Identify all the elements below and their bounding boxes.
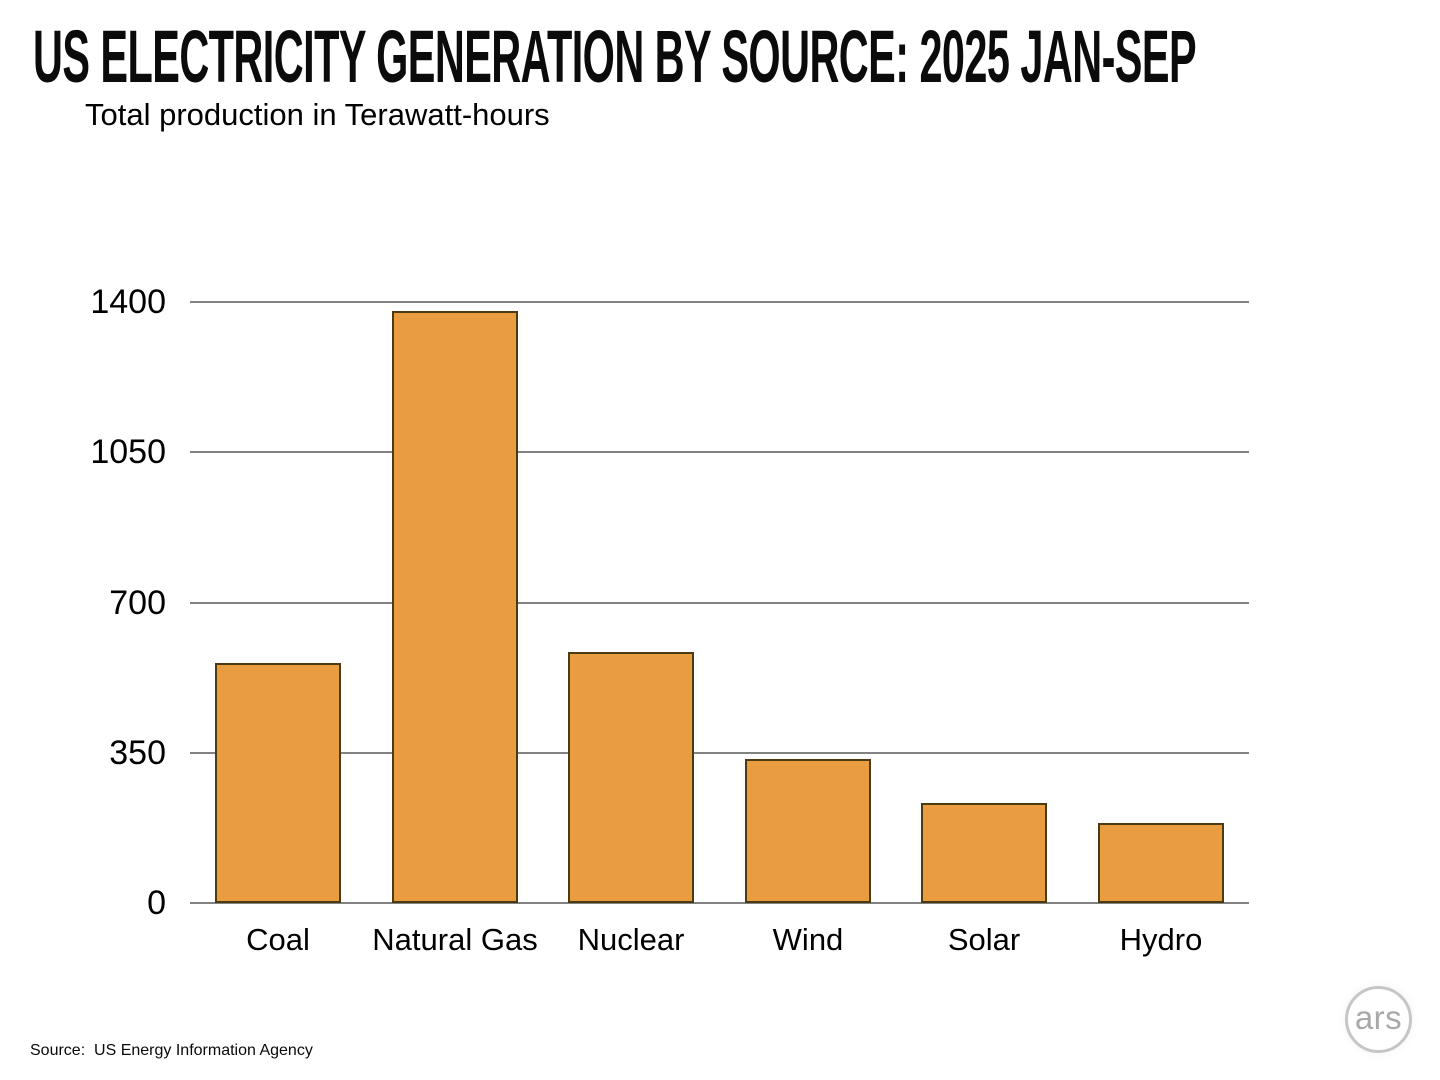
gridline-350 [190, 751, 1249, 754]
gridline-1400 [190, 301, 1249, 303]
x-tick-label-coal: Coal [246, 922, 310, 957]
y-tick-label-0: 0 [147, 884, 166, 922]
ars-logo-text: ars [1354, 998, 1403, 1036]
x-tick-label-wind: Wind [772, 922, 844, 957]
bar-coal [215, 663, 341, 903]
gridline-700 [190, 601, 1249, 604]
x-tick-label-hydro: Hydro [1119, 922, 1203, 957]
gridline-1050 [190, 451, 1249, 454]
plot-area [190, 301, 1249, 904]
chart-title: US ELECTRICITY GENERATION BY SOURCE: 202… [33, 15, 1197, 98]
bar-nuclear [568, 652, 694, 903]
bar-solar [921, 803, 1047, 903]
y-tick-label-1400: 1400 [90, 283, 166, 321]
bar-natural-gas [392, 311, 518, 903]
x-tick-label-solar: Solar [947, 922, 1021, 957]
gridline-0 [190, 902, 1249, 904]
source-note: Source: US Energy Information Agency [30, 1042, 313, 1059]
x-tick-label-nuclear: Nuclear [577, 922, 685, 957]
x-tick-label-natural-gas: Natural Gas [372, 922, 538, 957]
bar-hydro [1098, 823, 1224, 903]
bar-wind [745, 759, 871, 903]
y-tick-label-700: 700 [109, 583, 166, 622]
ars-logo: ars [1345, 986, 1412, 1053]
chart-subtitle: Total production in Terawatt-hours [85, 97, 550, 132]
y-tick-label-350: 350 [109, 733, 166, 772]
y-tick-label-1050: 1050 [90, 433, 166, 472]
